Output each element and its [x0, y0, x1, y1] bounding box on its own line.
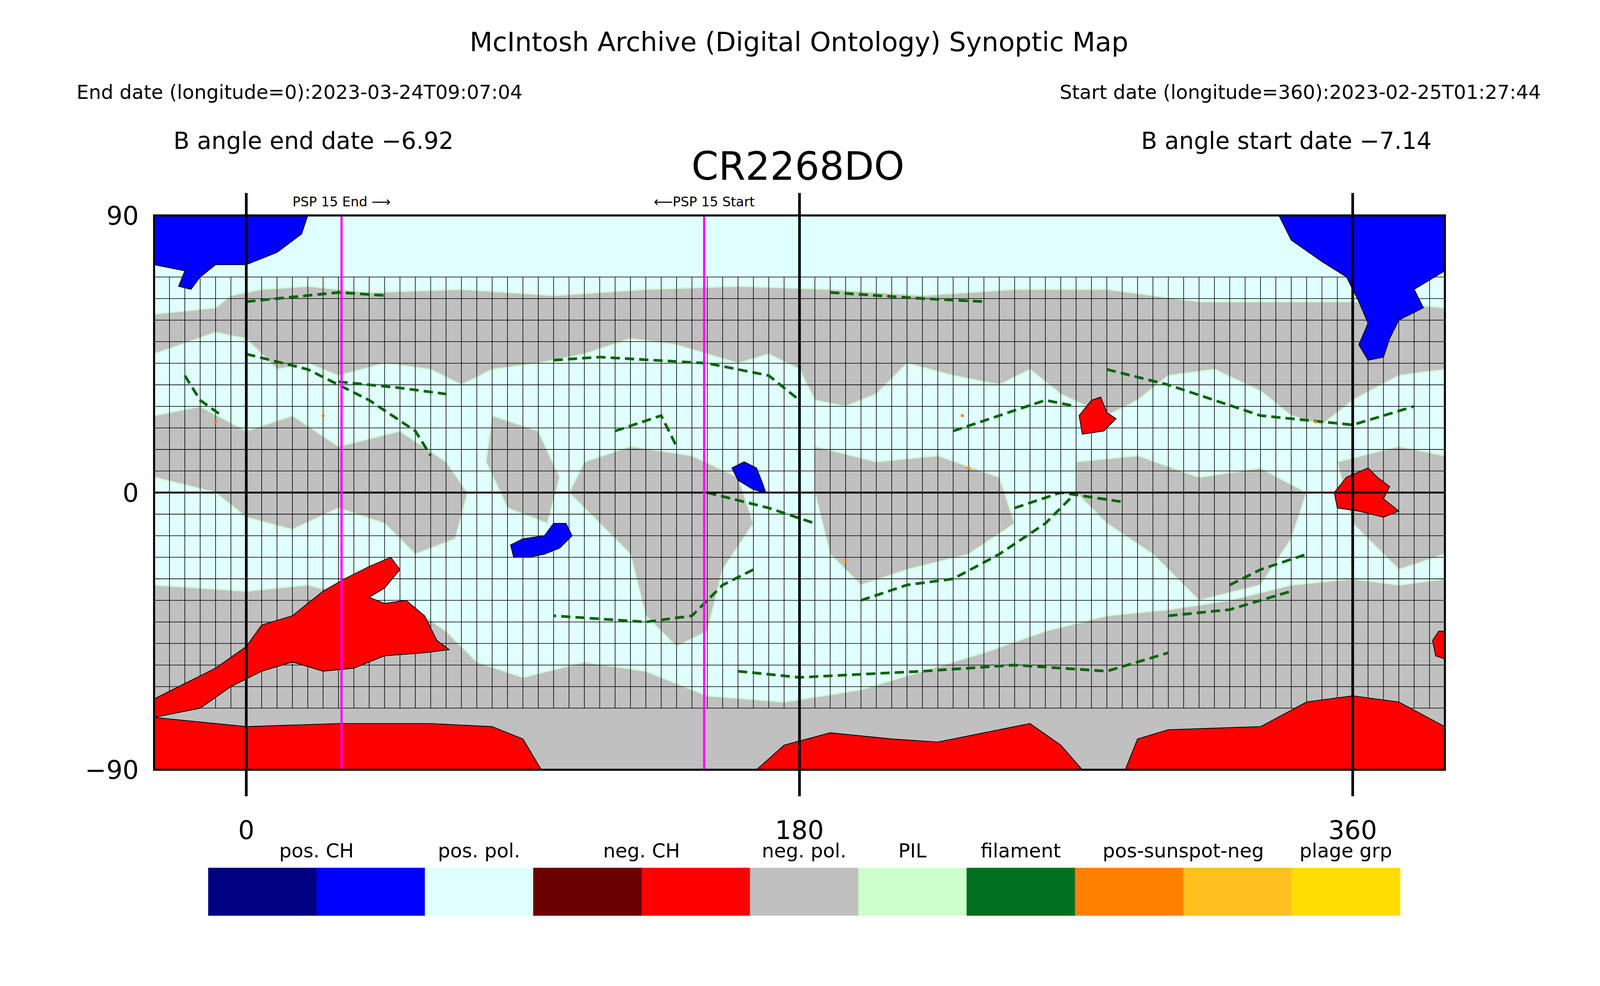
subtitle: CR2268DO: [691, 143, 905, 189]
polarity-region: [153, 406, 468, 554]
coronal-hole: [1079, 396, 1117, 434]
x-tick-line: [244, 192, 248, 797]
sunspot: [844, 558, 848, 562]
legend-label: PIL: [898, 839, 927, 862]
legend-swatch: [533, 867, 642, 916]
synoptic-map: McIntosh Archive (Digital Ontology) Syno…: [0, 0, 1600, 986]
b-angle-start: B angle start date −7.14: [1141, 126, 1432, 155]
legend-swatch: [750, 867, 859, 916]
x-tick-line: [1351, 192, 1355, 797]
b-angle-end: B angle end date −6.92: [173, 126, 454, 155]
filament: [1106, 369, 1415, 425]
legend-label: filament: [980, 839, 1061, 862]
legend-swatch: [425, 867, 534, 916]
filament: [953, 400, 1077, 431]
y-tick-label: 0: [122, 477, 140, 508]
sunspot: [1314, 419, 1318, 424]
polarity-region: [814, 446, 1015, 585]
legend-label: plage grp: [1299, 839, 1393, 862]
sunspot: [960, 414, 965, 418]
psp-label: ⟵PSP 15 Start: [653, 193, 755, 210]
x-tick-line: [798, 192, 801, 797]
legend: pos. CH pos. pol. neg. CH neg. pol. PIL filam…: [208, 839, 1401, 916]
filament: [860, 492, 1077, 600]
legend-label: pos. CH: [279, 839, 354, 862]
filament: [737, 652, 1169, 677]
sunspot: [967, 466, 971, 470]
coronal-hole: [756, 723, 1083, 770]
coronal-hole: [1125, 695, 1445, 770]
y-tick-label: 90: [106, 200, 139, 231]
coronal-hole: [510, 523, 572, 558]
sunspot: [321, 414, 325, 418]
psp-line: [703, 215, 706, 770]
filament: [1014, 492, 1122, 508]
filament: [246, 292, 385, 302]
filament: [184, 375, 222, 416]
legend-swatch: [966, 867, 1076, 916]
coronal-hole: [153, 215, 308, 290]
legend-swatch: [316, 867, 425, 916]
filament: [615, 415, 677, 447]
legend-swatch: [1183, 867, 1292, 916]
coronal-hole: [1278, 215, 1445, 360]
end-date: End date (longitude=0):2023-03-24T09:07:…: [76, 80, 523, 104]
legend-swatch: [208, 867, 317, 916]
filament: [830, 292, 984, 302]
legend-label: neg. pol.: [761, 839, 847, 862]
psp-line: [340, 215, 343, 770]
legend-label: neg. CH: [603, 839, 681, 862]
legend-swatch: [1075, 867, 1184, 916]
start-date: Start date (longitude=360):2023-02-25T01…: [1059, 80, 1542, 104]
legend-label: pos. pol.: [437, 839, 521, 862]
coronal-hole: [153, 557, 449, 718]
filament: [553, 357, 800, 400]
sunspot: [214, 419, 218, 424]
legend-swatch: [641, 867, 750, 916]
legend-label: pos-sunspot-neg: [1102, 839, 1265, 862]
filament: [338, 381, 447, 395]
filament: [1168, 591, 1292, 616]
coronal-hole: [732, 461, 767, 493]
psp-label: PSP 15 End ⟶: [292, 193, 391, 210]
legend-swatch: [858, 867, 967, 916]
title: McIntosh Archive (Digital Ontology) Syno…: [469, 26, 1129, 58]
legend-swatch: [1291, 867, 1401, 916]
coronal-hole: [1432, 630, 1445, 659]
coronal-hole: [153, 717, 542, 770]
filament: [1229, 553, 1307, 585]
y-tick-label: −90: [84, 754, 139, 785]
filament: [246, 353, 431, 456]
filament: [553, 569, 754, 622]
x-tick-label: 0: [238, 814, 255, 845]
